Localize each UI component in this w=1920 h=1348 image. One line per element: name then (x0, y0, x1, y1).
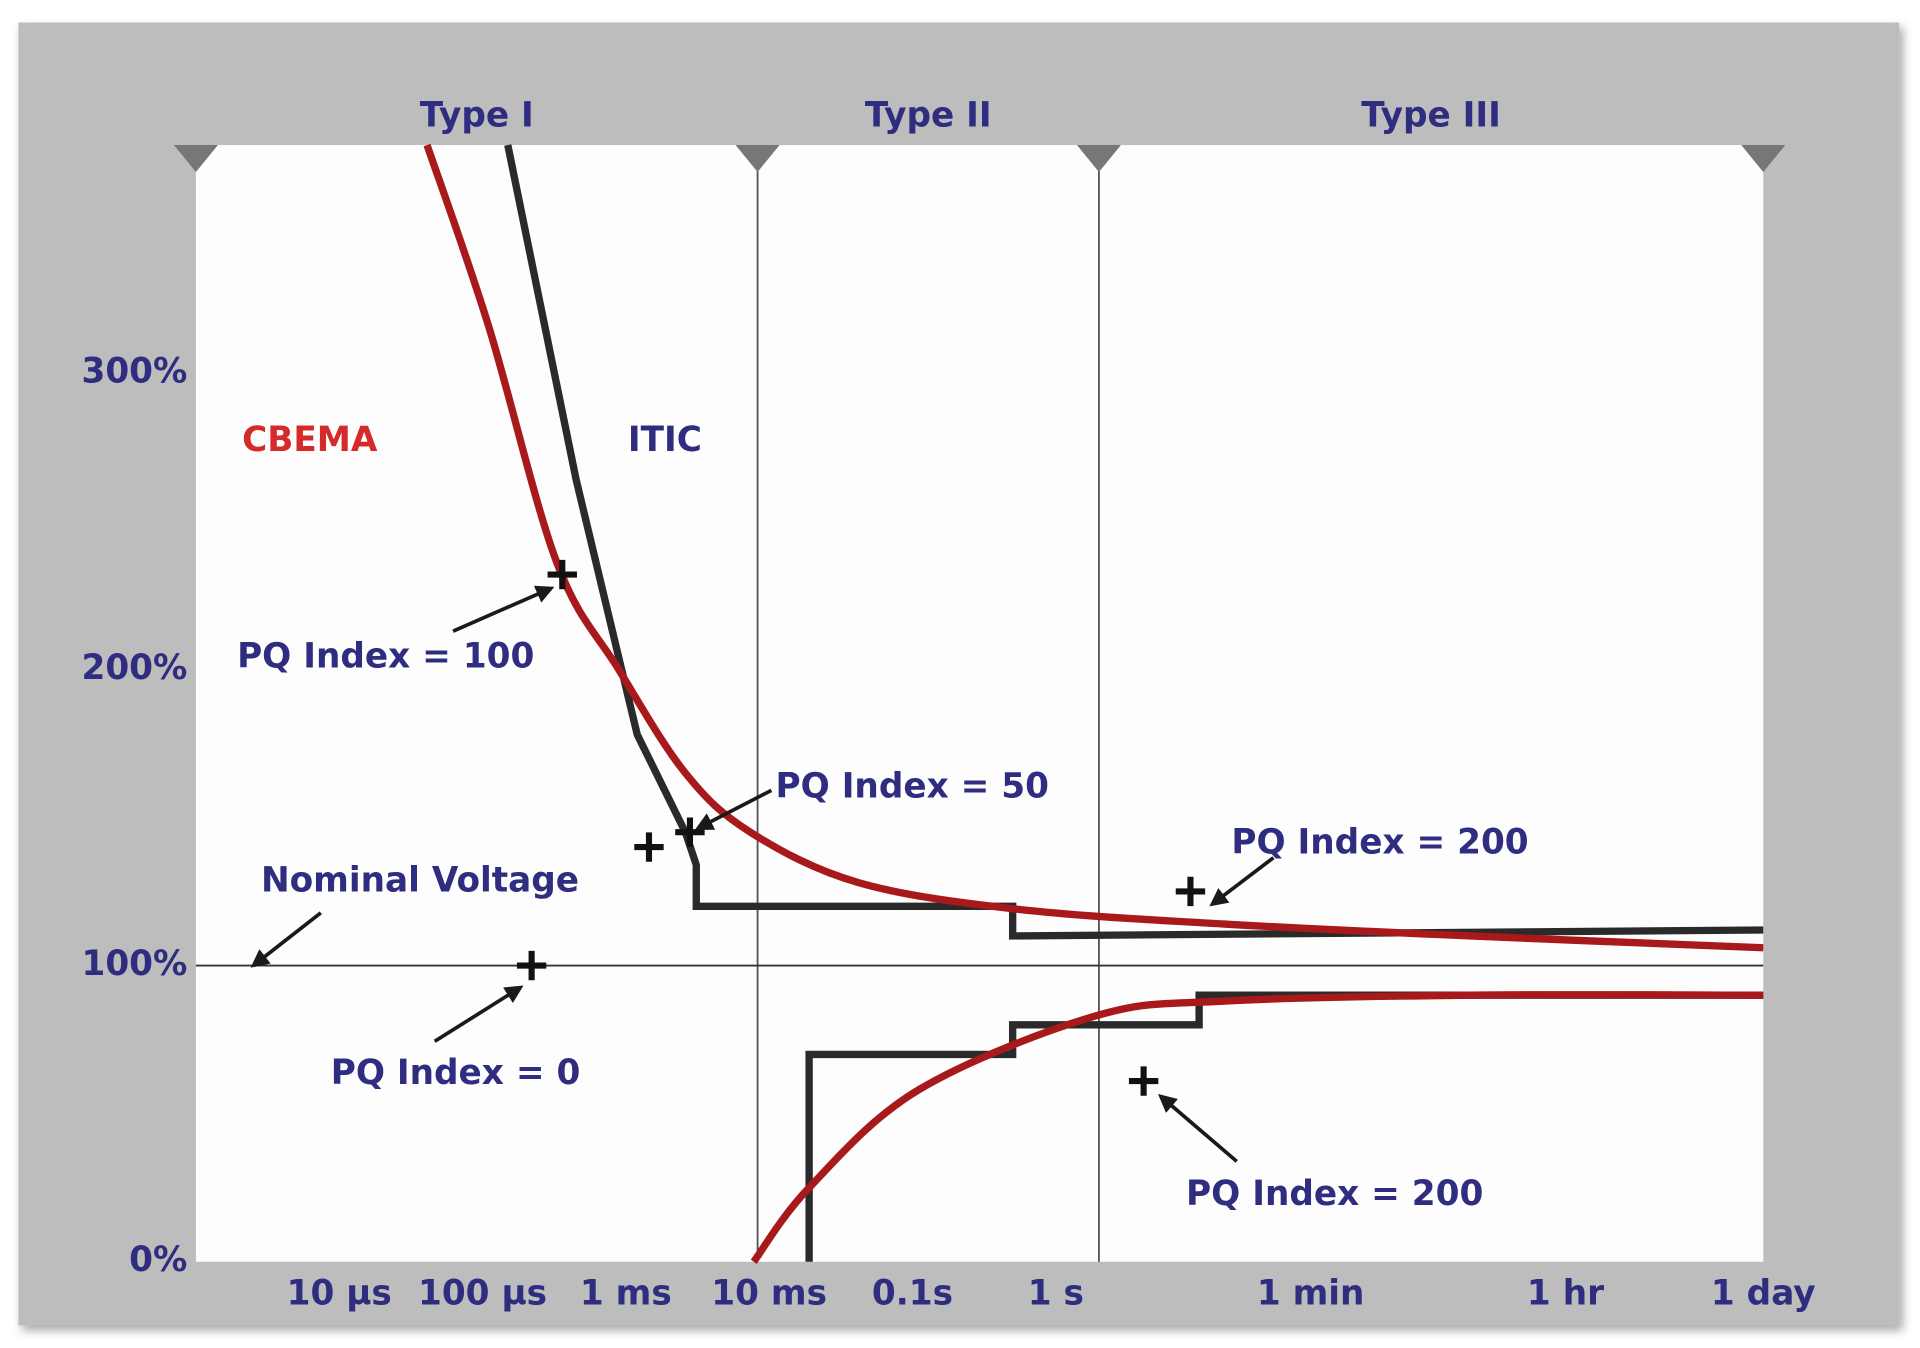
series-line (805, 991, 1764, 1262)
annotation-arrow (250, 911, 322, 968)
point-label: PQ Index = 50 (776, 766, 1049, 806)
series-line (750, 991, 1764, 1264)
x-tick-label: 10 µs (287, 1273, 392, 1313)
x-tick-label: 1 day (1711, 1273, 1816, 1313)
point-label: PQ Index = 100 (237, 637, 534, 677)
region-label: Type II (865, 95, 992, 135)
region-marker (735, 145, 780, 172)
y-tick-label: 100% (81, 944, 187, 984)
annotation-arrow (433, 985, 524, 1043)
point-marker (516, 950, 547, 981)
x-tick-label: 1 s (1028, 1273, 1084, 1313)
point-label: PQ Index = 0 (331, 1053, 581, 1093)
y-tick-label: 0% (129, 1240, 187, 1280)
annotation-arrow (452, 585, 555, 633)
series-line (504, 144, 1764, 940)
legend-label: ITIC (628, 420, 702, 460)
annotation-arrow (1158, 1094, 1238, 1163)
y-tick-label: 200% (81, 648, 187, 688)
legend-label: CBEMA (242, 420, 378, 460)
series-line (423, 143, 1764, 952)
point-marker (547, 559, 577, 590)
y-tick-label: 300% (81, 352, 187, 392)
x-tick-label: 10 ms (711, 1273, 827, 1313)
region-label: Type III (1361, 95, 1501, 135)
point-marker (1128, 1066, 1159, 1096)
point-marker (1175, 876, 1206, 907)
x-tick-label: 1 ms (580, 1273, 672, 1313)
region-marker (1076, 145, 1121, 172)
plot-area (195, 145, 1764, 1262)
reference-label: Nominal Voltage (261, 861, 579, 901)
region-marker (173, 145, 218, 172)
region-label: Type I (420, 95, 534, 135)
annotation-arrow (694, 788, 773, 830)
x-tick-label: 1 hr (1527, 1273, 1604, 1313)
point-label: PQ Index = 200 (1231, 823, 1528, 863)
x-tick-label: 1 min (1257, 1273, 1365, 1313)
point-label: PQ Index = 200 (1186, 1174, 1483, 1214)
x-tick-label: 100 µs (418, 1273, 547, 1313)
point-marker (675, 817, 705, 847)
annotation-arrow (1209, 856, 1275, 907)
point-marker (634, 832, 664, 862)
region-marker (1741, 145, 1786, 172)
x-tick-label: 0.1s (872, 1273, 953, 1313)
